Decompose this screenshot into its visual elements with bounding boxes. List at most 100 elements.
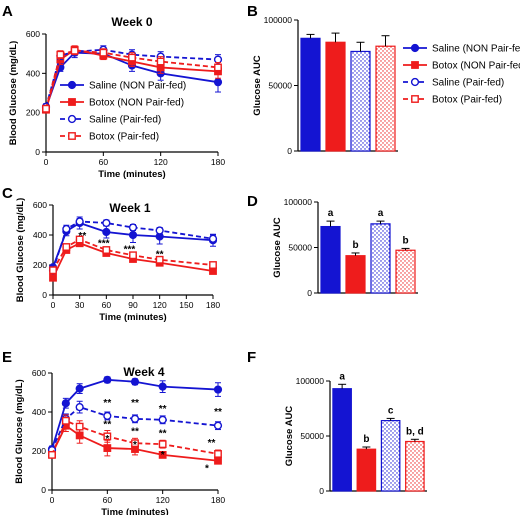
x-tick-label: 120 <box>156 495 170 505</box>
data-point <box>130 377 140 386</box>
legend-label: Saline (NON Pair-fed) <box>432 44 520 55</box>
bar <box>300 37 321 152</box>
significance-stars: ** <box>103 420 111 431</box>
legend-marker <box>68 132 76 140</box>
significance-stars: ** <box>131 426 139 437</box>
x-tick-label: 0 <box>50 495 55 505</box>
significance-stars: * <box>205 463 209 474</box>
data-point <box>70 46 79 55</box>
y-tick-label: 0 <box>41 485 46 495</box>
x-axis-title: Time (minutes) <box>99 312 166 323</box>
legend-label: Saline (Pair-fed) <box>89 115 161 126</box>
data-point <box>155 255 164 264</box>
y-tick-label: 0 <box>307 288 312 298</box>
x-tick-label: 180 <box>211 495 225 505</box>
series <box>49 235 217 275</box>
bar <box>370 223 391 294</box>
data-point <box>158 415 167 424</box>
bar <box>332 388 352 492</box>
x-tick-label: 120 <box>154 157 168 167</box>
bar <box>345 255 366 294</box>
x-tick-label: 30 <box>75 300 85 310</box>
y-axis-title: Blood Glucose (mg/dL) <box>8 41 19 146</box>
panel-b: B 0 50000 100000 Glucose AUC Saline (NON Pair… <box>247 3 520 156</box>
panel-e: E Week 4 0 200 400 600 0 60 120 180 Time (minutes)… <box>2 349 225 515</box>
x-tick-label: 90 <box>128 300 138 310</box>
bar <box>375 45 396 152</box>
x-tick-label: 60 <box>103 495 113 505</box>
data-point <box>214 63 222 72</box>
panel-letter: C <box>2 185 13 202</box>
data-point <box>129 251 137 260</box>
y-tick-label: 0 <box>319 486 324 496</box>
legend-marker <box>411 95 419 103</box>
significance-stars: ** <box>159 428 167 439</box>
bar <box>405 440 425 492</box>
data-point <box>128 230 138 240</box>
significance-stars: ** <box>214 407 222 418</box>
y-tick-label: 200 <box>33 260 47 270</box>
data-point <box>213 421 223 430</box>
bar <box>320 225 341 294</box>
data-point <box>158 451 167 459</box>
data-point <box>131 439 139 448</box>
bar <box>350 50 371 152</box>
bar <box>395 249 416 294</box>
series <box>48 217 218 275</box>
y-axis-title: Glucose AUC <box>272 217 283 277</box>
x-axis-title: Time (minutes) <box>101 507 168 515</box>
significance-stars: ** <box>103 398 111 409</box>
y-tick-label: 600 <box>33 200 47 210</box>
data-point <box>75 422 84 431</box>
legend-label: Saline (NON Pair-fed) <box>89 81 186 92</box>
y-tick-label: 200 <box>26 108 40 118</box>
data-point <box>213 78 223 87</box>
data-point <box>75 384 84 393</box>
significance-letter: b <box>352 240 358 251</box>
significance-letter: c <box>388 405 394 416</box>
significance-letter: a <box>339 371 345 382</box>
data-point <box>75 403 84 412</box>
y-tick-label: 200 <box>32 446 46 456</box>
data-point <box>42 104 50 113</box>
significance-stars: * <box>105 434 109 445</box>
y-axis-title: Glucose AUC <box>284 406 295 466</box>
series <box>42 46 222 113</box>
panel-letter: E <box>2 349 12 366</box>
x-tick-label: 180 <box>206 300 220 310</box>
legend-marker <box>67 114 77 124</box>
significance-stars: ** <box>78 231 86 242</box>
data-point <box>56 50 65 59</box>
significance-stars: ** <box>156 250 164 261</box>
significance-stars: *** <box>98 238 110 249</box>
data-point <box>214 456 222 465</box>
y-tick-label: 400 <box>33 230 47 240</box>
data-point <box>130 414 140 423</box>
y-tick-label: 50000 <box>300 431 324 441</box>
data-point <box>214 450 222 458</box>
chart-title: Week 0 <box>111 15 152 29</box>
data-point <box>156 57 165 66</box>
data-point <box>99 48 108 57</box>
y-tick-label: 100000 <box>284 197 313 207</box>
legend-marker <box>410 77 420 87</box>
x-tick-label: 0 <box>51 300 56 310</box>
data-point <box>128 223 138 232</box>
legend-label: Botox (NON Pair-fed) <box>89 98 184 109</box>
data-point <box>208 234 218 243</box>
data-point <box>75 235 84 244</box>
data-point <box>128 53 136 62</box>
legend-label: Botox (Pair-fed) <box>432 95 502 106</box>
x-axis-title: Time (minutes) <box>98 169 165 180</box>
y-axis-title: Glucose AUC <box>252 55 263 115</box>
bar <box>325 41 346 152</box>
bar <box>380 420 401 492</box>
y-tick-label: 400 <box>32 407 46 417</box>
significance-letter: a <box>328 208 334 219</box>
significance-stars: * <box>161 450 165 461</box>
chart-title: Week 1 <box>109 201 150 215</box>
x-tick-label: 0 <box>44 157 49 167</box>
data-point <box>158 382 167 391</box>
data-point <box>75 217 84 226</box>
